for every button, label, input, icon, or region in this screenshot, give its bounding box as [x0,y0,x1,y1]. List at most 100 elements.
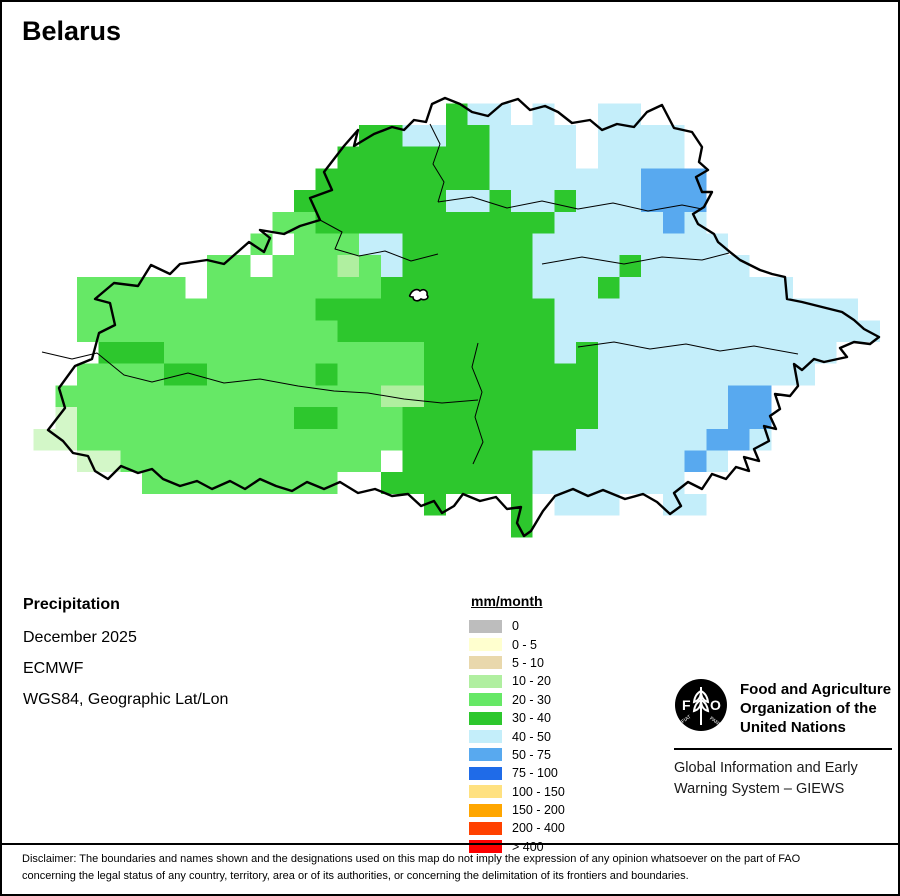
map-cell [684,211,707,234]
map-cell [467,168,490,191]
map-cell [424,472,446,494]
map-cell [98,363,121,386]
map-cell [532,428,555,451]
map-cell [315,320,338,342]
map-cell [619,450,642,473]
map-cell [445,342,468,364]
map-cell [380,255,403,277]
map-cell [511,146,533,169]
map-cell [532,125,555,147]
raster-cells [33,103,880,538]
fao-org-name: Food and Agriculture Organization of the… [740,681,892,736]
svg-text:FIAT: FIAT [680,714,692,725]
map-cell [597,363,620,386]
map-cell [445,450,468,473]
map-cell [662,255,685,277]
map-cell [706,450,728,473]
map-cell [228,385,251,408]
map-cell [749,298,772,321]
map-cell [706,385,728,408]
map-cell [554,146,577,169]
map-cell [424,211,446,234]
map-cell [337,428,360,451]
legend-swatch [469,638,502,652]
map-cell [207,320,229,342]
map-cell [142,428,164,451]
map-cell [185,363,208,386]
map-cell [207,407,229,429]
map-cell [619,342,642,364]
map-cell [836,320,859,342]
map-cell [142,298,164,321]
map-cell [749,407,772,429]
map-cell [380,190,403,212]
legend-label: 0 - 5 [512,637,538,652]
map-cell [142,320,164,342]
legend-label: 40 - 50 [512,729,551,744]
map-cell [532,385,555,408]
legend-item: 150 - 200 [469,801,565,819]
map-cell [380,233,403,256]
map-cell [619,428,642,451]
fao-divider [674,748,892,750]
map-cell [185,385,208,408]
map-cell [445,190,468,212]
map-cell [337,276,360,299]
map-cell [641,450,663,473]
map-cell [706,255,728,277]
map-cell [814,320,837,342]
map-cell [597,320,620,342]
map-cell [207,342,229,364]
map-cell [576,493,598,516]
map-cell [662,320,685,342]
map-cell [315,342,338,364]
map-cell [532,146,555,169]
map-cell [424,342,446,364]
map-cell [315,407,338,429]
map-cell [489,363,511,386]
map-cell [554,342,577,364]
legend-swatch [469,674,502,688]
giews-name: Global Information and Early Warning Sys… [674,760,858,797]
map-cell [77,428,99,451]
map-cell [272,472,294,494]
map-cell [597,190,620,212]
map-cell [641,407,663,429]
map-cell [445,385,468,408]
map-cell [77,320,99,342]
map-cell [467,320,490,342]
map-cell [402,320,425,342]
map-cell [619,255,642,277]
legend-item: 50 - 75 [469,746,565,764]
map-cell [554,407,577,429]
map-cell [98,298,121,321]
map-cell [359,450,381,473]
map-cell [445,276,468,299]
map-cell [576,472,598,494]
legend-item: 75 - 100 [469,764,565,782]
map-cell [445,298,468,321]
map-cell [380,472,403,494]
map-cell [359,407,381,429]
map-cell [467,190,490,212]
map-cell [597,146,620,169]
map-cell [120,428,143,451]
map-cell [380,320,403,342]
map-cell [511,255,533,277]
map-cell [467,428,490,451]
map-cell [489,472,511,494]
map-cell [359,342,381,364]
map-cell [315,298,338,321]
map-cell [445,125,468,147]
map-cell [771,298,794,321]
page-title: Belarus [22,16,122,46]
map-cell [207,450,229,473]
map-cell [380,276,403,299]
legend-label: 0 [512,619,519,634]
map-cell [359,385,381,408]
legend-label: 75 - 100 [512,766,558,781]
map-cell [489,168,511,191]
map-cell [359,146,381,169]
map-cell [380,298,403,321]
legend-label: 50 - 75 [512,747,551,762]
